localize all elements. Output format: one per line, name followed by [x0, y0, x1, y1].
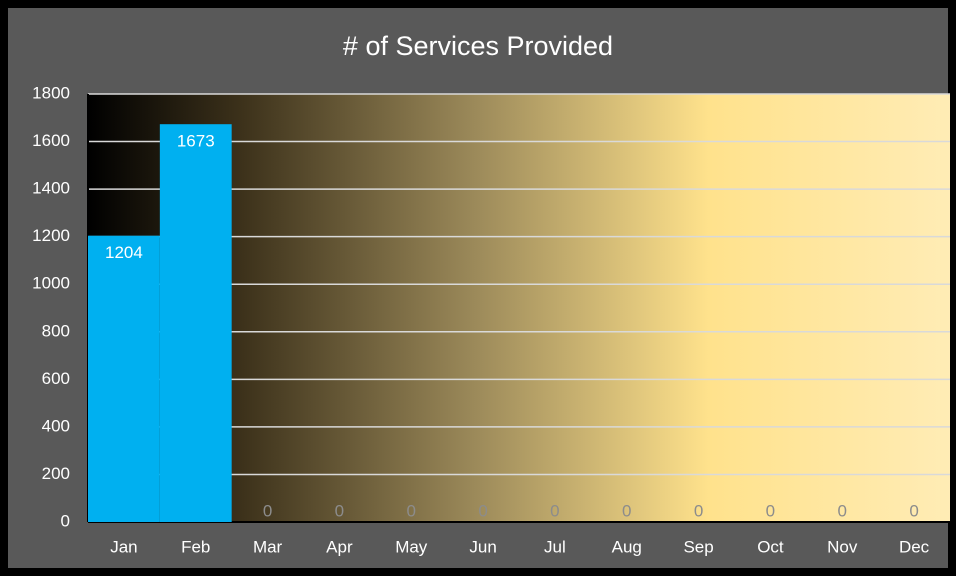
y-tick-label: 600 [42, 369, 70, 388]
data-label: 1204 [105, 243, 143, 262]
y-tick-label: 1800 [32, 83, 70, 102]
y-tick-label: 1400 [32, 179, 70, 198]
data-label: 0 [263, 501, 272, 520]
data-label: 0 [694, 501, 703, 520]
x-tick-label: Sep [683, 537, 713, 556]
x-tick-label: Oct [757, 537, 784, 556]
x-tick-label: Nov [827, 537, 858, 556]
data-label: 0 [622, 501, 631, 520]
data-label: 1673 [177, 132, 215, 151]
y-tick-label: 1000 [32, 274, 70, 293]
x-tick-label: Feb [181, 537, 210, 556]
data-label: 0 [766, 501, 775, 520]
plot-area [88, 94, 950, 522]
y-tick-label: 0 [61, 511, 70, 530]
x-tick-label: Jan [110, 537, 137, 556]
y-tick-label: 1200 [32, 226, 70, 245]
x-tick-label: Aug [612, 537, 642, 556]
data-label: 0 [838, 501, 847, 520]
y-tick-label: 1600 [32, 131, 70, 150]
data-label: 0 [407, 501, 416, 520]
x-tick-label: Jun [469, 537, 496, 556]
bar [159, 124, 232, 522]
y-tick-label: 800 [42, 321, 70, 340]
data-label: 0 [335, 501, 344, 520]
data-label: 0 [478, 501, 487, 520]
y-tick-label: 400 [42, 416, 70, 435]
bar [88, 235, 160, 522]
x-tick-label: Mar [253, 537, 283, 556]
data-label: 0 [550, 501, 559, 520]
x-tick-label: Jul [544, 537, 566, 556]
chart-title: # of Services Provided [343, 31, 613, 61]
x-tick-label: May [395, 537, 428, 556]
y-tick-label: 200 [42, 464, 70, 483]
data-label: 0 [909, 501, 918, 520]
x-tick-label: Dec [899, 537, 930, 556]
x-tick-label: Apr [326, 537, 353, 556]
